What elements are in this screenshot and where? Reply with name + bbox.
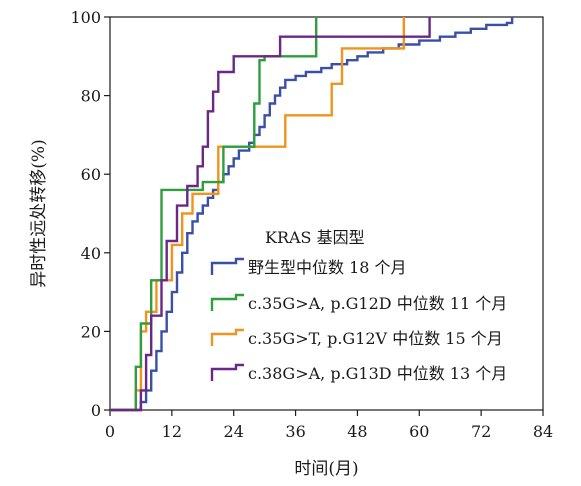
x-tick-label: 72 [471, 422, 491, 441]
series-line-1 [110, 17, 514, 412]
x-tick-label: 48 [347, 422, 367, 441]
series-lines [110, 17, 514, 412]
legend-symbol-4 [210, 363, 244, 381]
series-line-3 [110, 17, 405, 412]
y-tick-label: 80 [81, 87, 101, 106]
y-axis-label: 异时性远处转移(%) [29, 139, 49, 287]
legend-label-2: c.35G>A, p.G12D 中位数 11 个月 [248, 294, 507, 313]
legend-symbol-3 [210, 328, 244, 346]
y-tick-label: 40 [81, 244, 101, 263]
plot-border [109, 16, 544, 411]
series-line-2 [110, 17, 318, 412]
legend-symbol-2 [210, 293, 244, 311]
y-tick-label: 0 [91, 401, 101, 420]
legend-label-4: c.38G>A, p.G13D 中位数 13 个月 [248, 364, 507, 383]
legend-title: KRAS 基因型 [265, 228, 365, 247]
plot-frame [109, 16, 544, 411]
y-tick-label: 20 [81, 322, 101, 341]
axis-ticks: 0 12 24 36 48 60 72 84 0 20 40 60 80 100 [70, 8, 553, 441]
x-tick-label: 36 [285, 422, 305, 441]
legend-label-1: 野生型中位数 18 个月 [248, 258, 407, 277]
x-tick-label: 84 [533, 422, 553, 441]
x-tick-label: 12 [162, 422, 182, 441]
legend-symbol-1 [210, 257, 244, 275]
x-axis-label: 时间(月) [294, 459, 358, 479]
x-tick-label: 60 [409, 422, 429, 441]
x-tick-label: 0 [105, 422, 115, 441]
x-tick-label: 24 [224, 422, 244, 441]
series-line-4 [110, 17, 431, 412]
legend: KRAS 基因型 野生型中位数 18 个月 c.35G>A, p.G12D 中位数… [210, 228, 507, 383]
y-tick-label: 100 [70, 8, 101, 27]
legend-label-3: c.35G>T, p.G12V 中位数 15 个月 [248, 329, 503, 348]
y-tick-label: 60 [81, 165, 101, 184]
